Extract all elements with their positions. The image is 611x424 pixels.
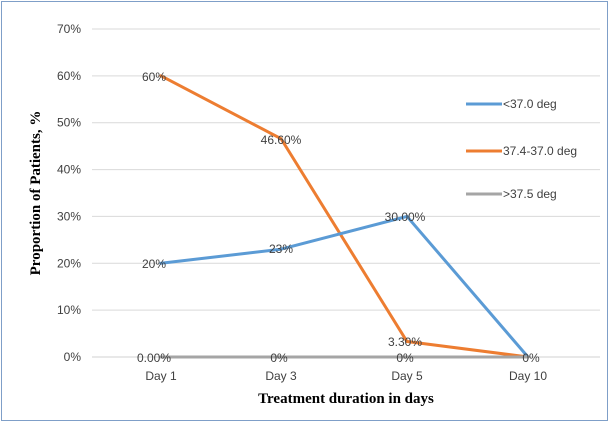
y-tick-label: 50% xyxy=(57,116,81,130)
series-lines xyxy=(159,74,530,359)
legend: <37.0 deg 37.4-37.0 deg >37.5 deg xyxy=(466,97,577,201)
data-label: 0% xyxy=(270,351,288,365)
y-tick-label: 40% xyxy=(57,163,81,177)
x-tick-label: Day 10 xyxy=(509,369,547,383)
legend-label: 37.4-37.0 deg xyxy=(503,144,577,158)
y-axis-title: Proportion of Patients, % xyxy=(28,111,44,276)
y-tick-label: 0% xyxy=(64,350,82,364)
data-label: 20% xyxy=(142,257,166,271)
y-tick-label: 70% xyxy=(57,22,81,36)
data-label: 46.60% xyxy=(261,133,302,147)
y-tick-label: 30% xyxy=(57,209,81,223)
x-tick-labels: Day 1 Day 3 Day 5 Day 10 xyxy=(145,369,547,383)
data-label: 3.30% xyxy=(388,335,422,349)
legend-label: <37.0 deg xyxy=(503,97,557,111)
data-label: 0% xyxy=(522,351,540,365)
x-tick-label: Day 1 xyxy=(145,369,177,383)
series-line xyxy=(159,214,530,359)
y-tick-label: 60% xyxy=(57,69,81,83)
data-label: 0% xyxy=(396,351,414,365)
data-label: 60% xyxy=(142,70,166,84)
data-label: 30.00% xyxy=(385,210,426,224)
x-tick-label: Day 3 xyxy=(265,369,297,383)
data-labels: 20% 23% 30.00% 0% 60% 46.60% 3.30% 0.00% 0% 0% xyxy=(137,70,540,365)
x-tick-label: Day 5 xyxy=(391,369,423,383)
y-tick-label: 10% xyxy=(57,303,81,317)
data-label: 23% xyxy=(269,242,293,256)
y-tick-label: 20% xyxy=(57,256,81,270)
legend-label: >37.5 deg xyxy=(503,187,557,201)
series-line xyxy=(159,74,530,359)
y-tick-labels: 0% 10% 20% 30% 40% 50% 60% 70% xyxy=(57,22,81,364)
x-axis-title: Treatment duration in days xyxy=(258,391,434,407)
data-label: 0.00% xyxy=(137,351,171,365)
